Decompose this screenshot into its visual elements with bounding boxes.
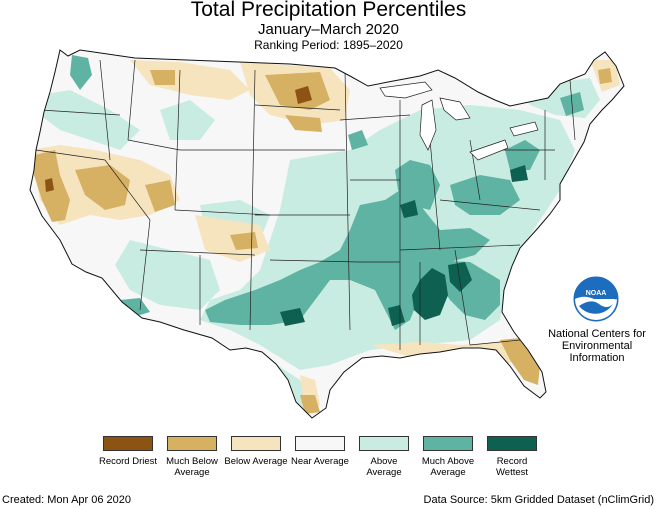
legend-item-near: Near Average	[288, 436, 352, 467]
noaa-logo-text: NOAA	[586, 290, 607, 297]
legend-item-below: Below Average	[224, 436, 288, 467]
legend-swatch	[103, 436, 153, 451]
legend: Record Driest Much Below Average Below A…	[96, 436, 556, 496]
legend-item-record-driest: Record Driest	[96, 436, 160, 467]
legend-swatch	[359, 436, 409, 451]
legend-item-above: Above Average	[352, 436, 416, 478]
legend-label: Much Above Average	[421, 456, 475, 478]
data-source: Data Source: 5km Gridded Dataset (nClimG…	[423, 494, 654, 506]
map-title: Total Precipitation Percentiles	[190, 0, 467, 21]
legend-swatch	[167, 436, 217, 451]
legend-label: Near Average	[291, 456, 349, 467]
great-lakes	[379, 81, 539, 161]
legend-label: Record Wettest	[495, 456, 529, 478]
legend-item-record-wettest: Record Wettest	[480, 436, 544, 478]
created-date: Created: Mon Apr 06 2020	[2, 494, 132, 506]
precipitation-map	[29, 49, 625, 419]
legend-item-much-above: Much Above Average	[416, 436, 480, 478]
record-wettest-areas	[280, 165, 528, 326]
noaa-logo: NOAA	[573, 276, 619, 322]
legend-swatch	[231, 436, 281, 451]
map-subtitle: January–March 2020	[258, 21, 399, 38]
legend-label: Below Average	[224, 456, 288, 467]
legend-label: Much Below Average	[166, 456, 218, 478]
state-boundaries	[35, 59, 576, 350]
ncei-label: National Centers for Environmental Infor…	[548, 328, 646, 364]
legend-swatch	[487, 436, 537, 451]
legend-swatch	[423, 436, 473, 451]
title-block: Total Precipitation Percentiles January–…	[0, 0, 657, 53]
legend-item-much-below: Much Below Average	[160, 436, 224, 478]
record-driest-areas	[45, 86, 312, 192]
legend-swatch	[295, 436, 345, 451]
legend-label: Above Average	[366, 456, 402, 478]
legend-label: Record Driest	[98, 456, 158, 467]
ranking-period: Ranking Period: 1895–2020	[254, 38, 403, 52]
